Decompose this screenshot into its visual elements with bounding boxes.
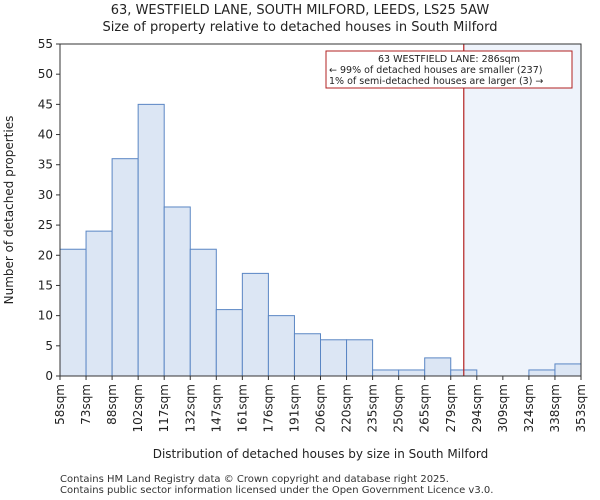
bar-73sqm [85,230,113,377]
annotation-line-3: 1% of semi-detached houses are larger (3… [329,76,543,87]
x-tick-label-58sqm: 58sqm [53,384,67,425]
bar-102sqm [137,103,165,377]
bar-161sqm [241,272,269,377]
x-tick-label-88sqm: 88sqm [105,384,119,425]
y-tick-label-5: 5 [45,339,53,353]
bar-88sqm [111,158,139,377]
bar-147sqm [215,309,243,377]
x-tick-label-235sqm: 235sqm [366,384,380,432]
bar-338sqm [554,363,582,377]
x-tick-label-220sqm: 220sqm [340,384,354,432]
x-tick-label-102sqm: 102sqm [131,384,145,432]
x-tick-label-294sqm: 294sqm [470,384,484,432]
bar-132sqm [189,248,217,377]
x-tick-label-338sqm: 338sqm [548,384,562,432]
chart-title: 63, WESTFIELD LANE, SOUTH MILFORD, LEEDS… [110,3,490,18]
x-axis-label: Distribution of detached houses by size … [153,447,489,461]
x-tick-label-117sqm: 117sqm [157,384,171,432]
x-tick-label-250sqm: 250sqm [392,384,406,432]
y-tick-label-50: 50 [38,67,53,81]
y-tick-label-45: 45 [38,97,53,111]
annotation-line-2: ← 99% of detached houses are smaller (23… [329,65,542,76]
bar-191sqm [293,333,322,377]
y-tick-label-40: 40 [38,128,53,142]
y-tick-label-30: 30 [38,188,53,202]
x-tick-label-309sqm: 309sqm [496,384,510,432]
bar-58sqm [59,248,87,377]
x-tick-label-73sqm: 73sqm [79,384,93,425]
bar-250sqm [398,369,426,377]
x-tick-label-161sqm: 161sqm [235,384,249,432]
y-tick-label-0: 0 [45,369,53,383]
x-tick-label-353sqm: 353sqm [574,384,588,432]
chart-subtitle: Size of property relative to detached ho… [102,20,498,35]
x-tick-label-206sqm: 206sqm [314,384,328,432]
larger-region-shade [463,44,581,376]
y-tick-label-15: 15 [38,278,53,292]
annotation-line-1: 63 WESTFIELD LANE: 286sqm [378,54,520,65]
x-tick-label-265sqm: 265sqm [418,384,432,432]
footer-line-2: Contains public sector information licen… [60,485,494,496]
x-tick-label-279sqm: 279sqm [444,384,458,432]
x-tick-label-191sqm: 191sqm [287,384,301,432]
y-axis-label: Number of detached properties [2,116,16,305]
y-tick-label-55: 55 [38,37,53,51]
x-tick-label-132sqm: 132sqm [183,384,197,432]
x-tick-label-176sqm: 176sqm [261,384,275,432]
x-tick-label-324sqm: 324sqm [522,384,536,432]
y-tick-label-25: 25 [38,218,53,232]
bar-117sqm [163,206,191,377]
y-tick-label-10: 10 [38,309,53,323]
bar-176sqm [267,315,295,377]
annotation-box [325,50,573,89]
footer-line-1: Contains HM Land Registry data © Crown c… [60,474,449,485]
y-tick-label-20: 20 [38,248,53,262]
bar-235sqm [372,369,400,377]
bar-265sqm [424,357,452,377]
x-tick-label-147sqm: 147sqm [209,384,223,432]
bar-206sqm [320,339,348,377]
y-tick-label-35: 35 [38,158,53,172]
bar-220sqm [346,339,374,377]
bar-324sqm [528,369,556,377]
